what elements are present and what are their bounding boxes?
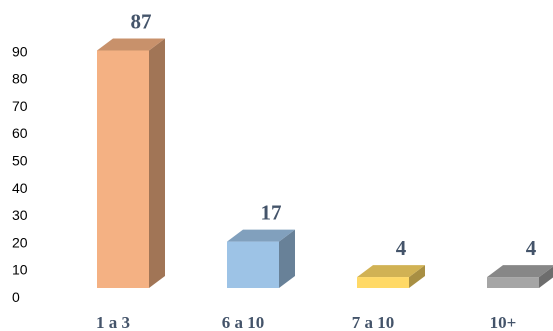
- y-tick-label: 80: [12, 71, 28, 87]
- y-tick-label: 50: [12, 153, 28, 169]
- bar: [227, 229, 295, 288]
- bar: [97, 38, 165, 288]
- bar-front: [357, 277, 409, 288]
- bar: [357, 265, 425, 288]
- x-tick-label: 1 a 3: [96, 313, 130, 331]
- data-label: 87: [131, 9, 152, 33]
- y-tick-label: 10: [12, 262, 28, 278]
- y-axis: 0 10 20 30 40 50 60 70 80 90: [12, 43, 28, 305]
- x-tick-label: 6 a 10: [222, 313, 265, 331]
- data-label: 17: [261, 201, 282, 225]
- data-label: 4: [396, 236, 407, 260]
- bar-top: [357, 265, 425, 278]
- bar-side: [539, 266, 553, 288]
- bar-side: [279, 229, 295, 288]
- y-tick-label: 0: [12, 289, 20, 305]
- y-tick-label: 20: [12, 234, 28, 250]
- bar-front: [487, 277, 539, 288]
- bar-top: [227, 229, 295, 242]
- bars: [97, 38, 553, 288]
- y-tick-label: 60: [12, 125, 28, 141]
- bar-front: [227, 241, 279, 288]
- data-label: 4: [526, 236, 537, 260]
- y-tick-label: 70: [12, 98, 28, 114]
- bar-front: [97, 50, 149, 288]
- x-tick-label: 10+: [490, 313, 517, 331]
- bar-side: [409, 265, 425, 288]
- data-labels: 87 17 4 4: [131, 9, 537, 260]
- bar-top: [97, 38, 165, 51]
- y-tick-label: 90: [12, 43, 28, 59]
- y-tick-label: 30: [12, 207, 28, 223]
- x-axis: 1 a 3 6 a 10 7 a 10 10+: [96, 313, 516, 331]
- x-tick-label: 7 a 10: [352, 313, 395, 331]
- bar-top: [487, 265, 553, 278]
- bar: [487, 265, 553, 288]
- y-tick-label: 40: [12, 180, 28, 196]
- bar-side: [149, 38, 165, 288]
